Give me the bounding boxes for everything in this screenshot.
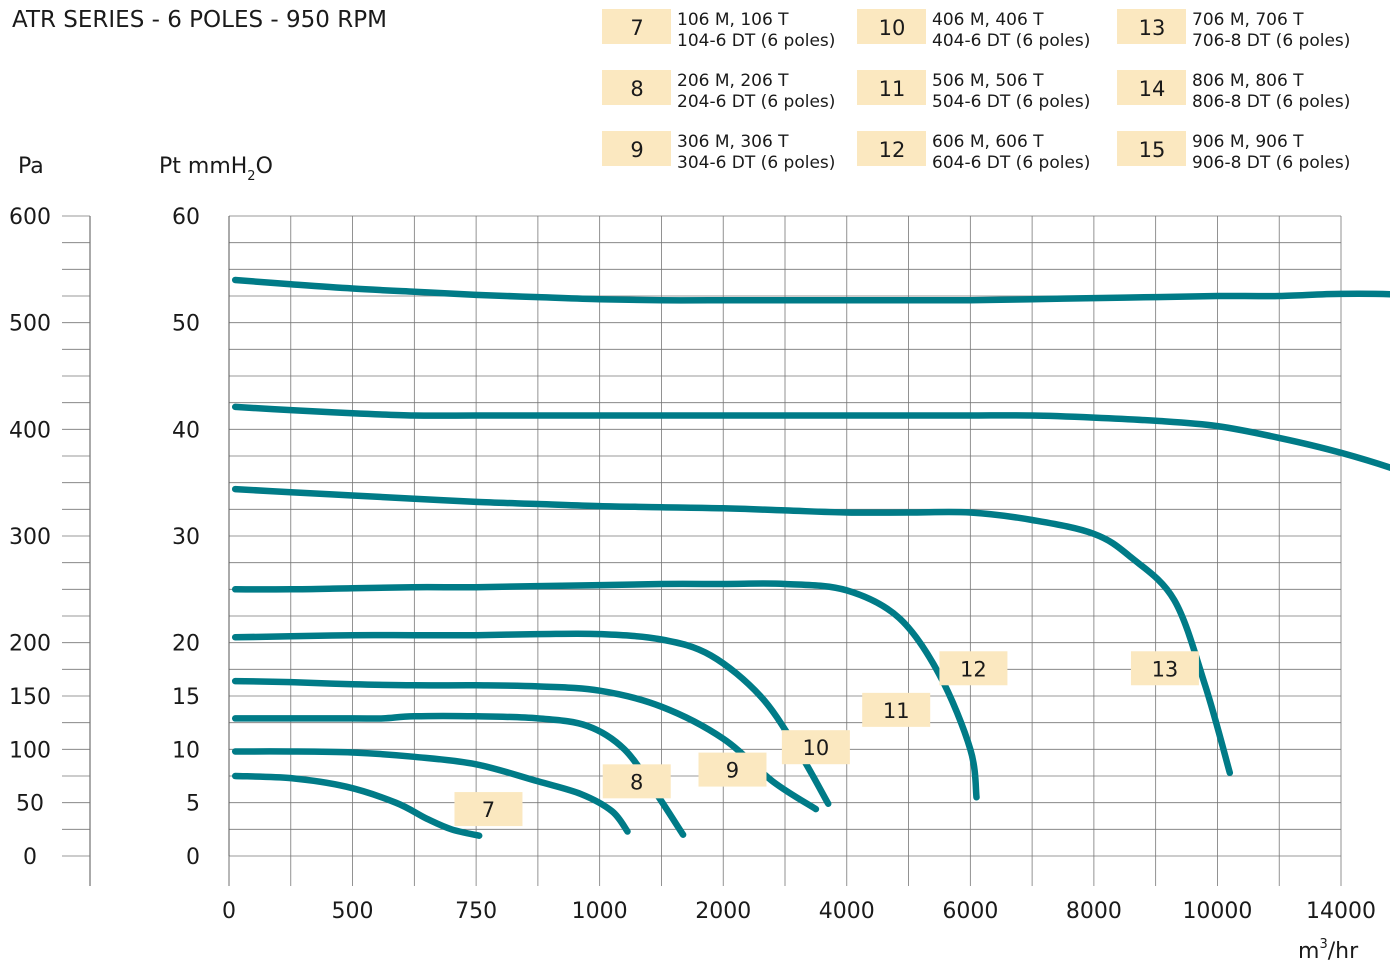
x-tick-label: 6000: [942, 899, 998, 924]
curve-label-9: 9: [726, 759, 739, 783]
legend-models: 306 M, 306 T: [677, 132, 789, 152]
legend-models: 706 M, 706 T: [1192, 10, 1304, 30]
pa-tick-label: 600: [9, 205, 51, 230]
curve-12: [231, 580, 980, 801]
curve-label-box: [1130, 651, 1199, 686]
mm-tick-label: 0: [186, 845, 200, 870]
legend-models: 906 M, 906 T: [1192, 132, 1304, 152]
legend-number: 10: [879, 16, 906, 40]
mm-axis-label: Pt mmH2O: [159, 154, 273, 184]
legend-swatch: [1117, 9, 1186, 44]
x-tick-label: 500: [332, 899, 374, 924]
legend-number: 15: [1139, 138, 1166, 162]
curve-labels: 789101112131415: [454, 651, 1199, 827]
curves: [231, 276, 1390, 839]
mm-tick-label: 10: [172, 738, 200, 763]
legend-number: 12: [879, 138, 906, 162]
legend-swatch: [602, 70, 671, 105]
pa-tick-label: 100: [9, 738, 51, 763]
curve-9: [231, 712, 687, 838]
x-tick-label: 750: [455, 899, 497, 924]
legend-swatch: [602, 9, 671, 44]
legend-swatch: [857, 9, 926, 44]
x-axis-label: m3/hr: [1298, 937, 1359, 964]
curve-label-box: [454, 792, 523, 827]
legend-variant: 806-8 DT (6 poles): [1192, 92, 1350, 112]
pa-tick-label: 150: [9, 685, 51, 710]
curve-15: [231, 276, 1390, 304]
pa-tick-label: 300: [9, 525, 51, 550]
legend-variant: 504-6 DT (6 poles): [932, 92, 1090, 112]
curve-label-10: 10: [803, 736, 830, 760]
legend-variant: 706-8 DT (6 poles): [1192, 31, 1350, 51]
x-tick-label: 0: [222, 899, 236, 924]
curve-label-13: 13: [1152, 657, 1179, 681]
curve-label-11: 11: [883, 699, 910, 723]
curve-14: [231, 403, 1390, 472]
curve-13: [231, 485, 1234, 777]
legend-number: 7: [630, 16, 643, 40]
x-tick-label: 8000: [1066, 899, 1122, 924]
curve-11: [231, 630, 832, 807]
legend-swatch: [1117, 70, 1186, 105]
curve-label-box: [862, 692, 931, 727]
curve-8: [231, 748, 631, 835]
legend-variant: 304-6 DT (6 poles): [677, 153, 835, 173]
legend-number: 14: [1139, 77, 1166, 101]
x-tick-label: 10000: [1182, 899, 1252, 924]
curve-label-12: 12: [960, 657, 987, 681]
x-tick-label: 1000: [572, 899, 628, 924]
pa-axis: 0 50 100 150 200 300 400 500 600 0 5 10 15 20 30 40 50 60: [9, 205, 200, 870]
pa-tick-label: 500: [9, 312, 51, 337]
mm-tick-label: 20: [172, 632, 200, 657]
mm-tick-label: 15: [172, 685, 200, 710]
curve-label-7: 7: [482, 798, 495, 822]
x-tick-label: 2000: [695, 899, 751, 924]
legend-swatch: [857, 131, 926, 166]
curve-label-8: 8: [630, 770, 643, 794]
curve-7: [231, 772, 483, 839]
mm-tick-label: 5: [186, 792, 200, 817]
legend-variant: 906-8 DT (6 poles): [1192, 153, 1350, 173]
legend-swatch: [857, 70, 926, 105]
legend-number: 8: [630, 77, 643, 101]
curve-label-box: [781, 730, 850, 765]
legend-models: 506 M, 506 T: [932, 71, 1044, 91]
legend-variant: 404-6 DT (6 poles): [932, 31, 1090, 51]
legend-models: 106 M, 106 T: [677, 10, 789, 30]
legend-models: 806 M, 806 T: [1192, 71, 1304, 91]
mm-tick-label: 50: [172, 312, 200, 337]
legend-number: 11: [879, 77, 906, 101]
pa-axis-label: Pa: [18, 154, 44, 179]
curve-10: [231, 677, 820, 813]
legend-swatch: [1117, 131, 1186, 166]
pa-tick-label: 200: [9, 632, 51, 657]
curve-label-box: [602, 764, 671, 799]
mm-tick-label: 60: [172, 205, 200, 230]
mm-tick-label: 40: [172, 418, 200, 443]
legend-variant: 104-6 DT (6 poles): [677, 31, 835, 51]
legend-variant: 204-6 DT (6 poles): [677, 92, 835, 112]
mm-tick-label: 30: [172, 525, 200, 550]
pa-tick-label: 400: [9, 418, 51, 443]
x-tick-label: 4000: [819, 899, 875, 924]
legend-number: 9: [630, 138, 643, 162]
legend-number: 13: [1139, 16, 1166, 40]
legend-variant: 604-6 DT (6 poles): [932, 153, 1090, 173]
curve-label-box: [698, 752, 767, 787]
legend-models: 206 M, 206 T: [677, 71, 789, 91]
curve-label-box: [939, 651, 1008, 686]
x-tick-label: 14000: [1306, 899, 1376, 924]
x-axis-ticks: 0 500 750 1000 2000 4000 6000 8000 10000 14000: [222, 899, 1376, 924]
pa-tick-label: 0: [23, 845, 37, 870]
legend-models: 406 M, 406 T: [932, 10, 1044, 30]
legend-swatch: [602, 131, 671, 166]
legend-models: 606 M, 606 T: [932, 132, 1044, 152]
pa-tick-label: 50: [16, 792, 44, 817]
chart-title: ATR SERIES - 6 POLES - 950 RPM: [12, 7, 387, 33]
